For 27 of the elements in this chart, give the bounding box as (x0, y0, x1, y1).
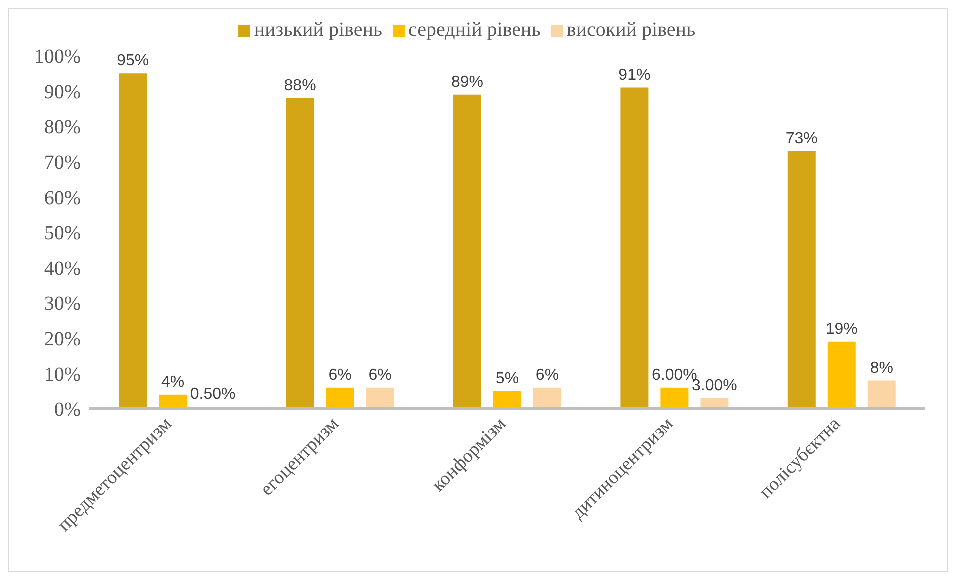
data-label: 89% (451, 74, 484, 91)
y-tick-label: 30% (44, 293, 81, 316)
data-label: 5% (496, 370, 520, 388)
y-tick-label: 50% (44, 222, 81, 245)
y-tick-label: 0% (54, 399, 81, 422)
data-label: 0.50% (190, 386, 236, 404)
data-label: 91% (618, 66, 651, 84)
y-tick-label: 10% (44, 364, 81, 386)
y-tick-label: 100% (34, 46, 81, 68)
data-label: 6% (368, 366, 392, 384)
data-label: 88% (284, 77, 316, 94)
y-tick-label: 90% (44, 81, 81, 104)
data-label: 8% (870, 360, 894, 377)
y-tick-label: 70% (44, 152, 81, 174)
legend-label: високий рівень (566, 19, 696, 41)
y-tick-label: 80% (44, 116, 81, 139)
data-label: 95% (117, 52, 150, 70)
data-label: 4% (162, 374, 185, 391)
legend-label: низький рівень (254, 19, 383, 41)
data-label: 73% (786, 130, 818, 148)
legend-label: середній рівень (408, 19, 541, 41)
data-label: 19% (826, 320, 858, 338)
data-label: 6% (328, 366, 352, 384)
y-tick-label: 20% (44, 328, 81, 350)
y-tick-label: 40% (44, 258, 81, 280)
y-tick-label: 60% (44, 187, 81, 210)
data-label: 6% (536, 366, 560, 384)
